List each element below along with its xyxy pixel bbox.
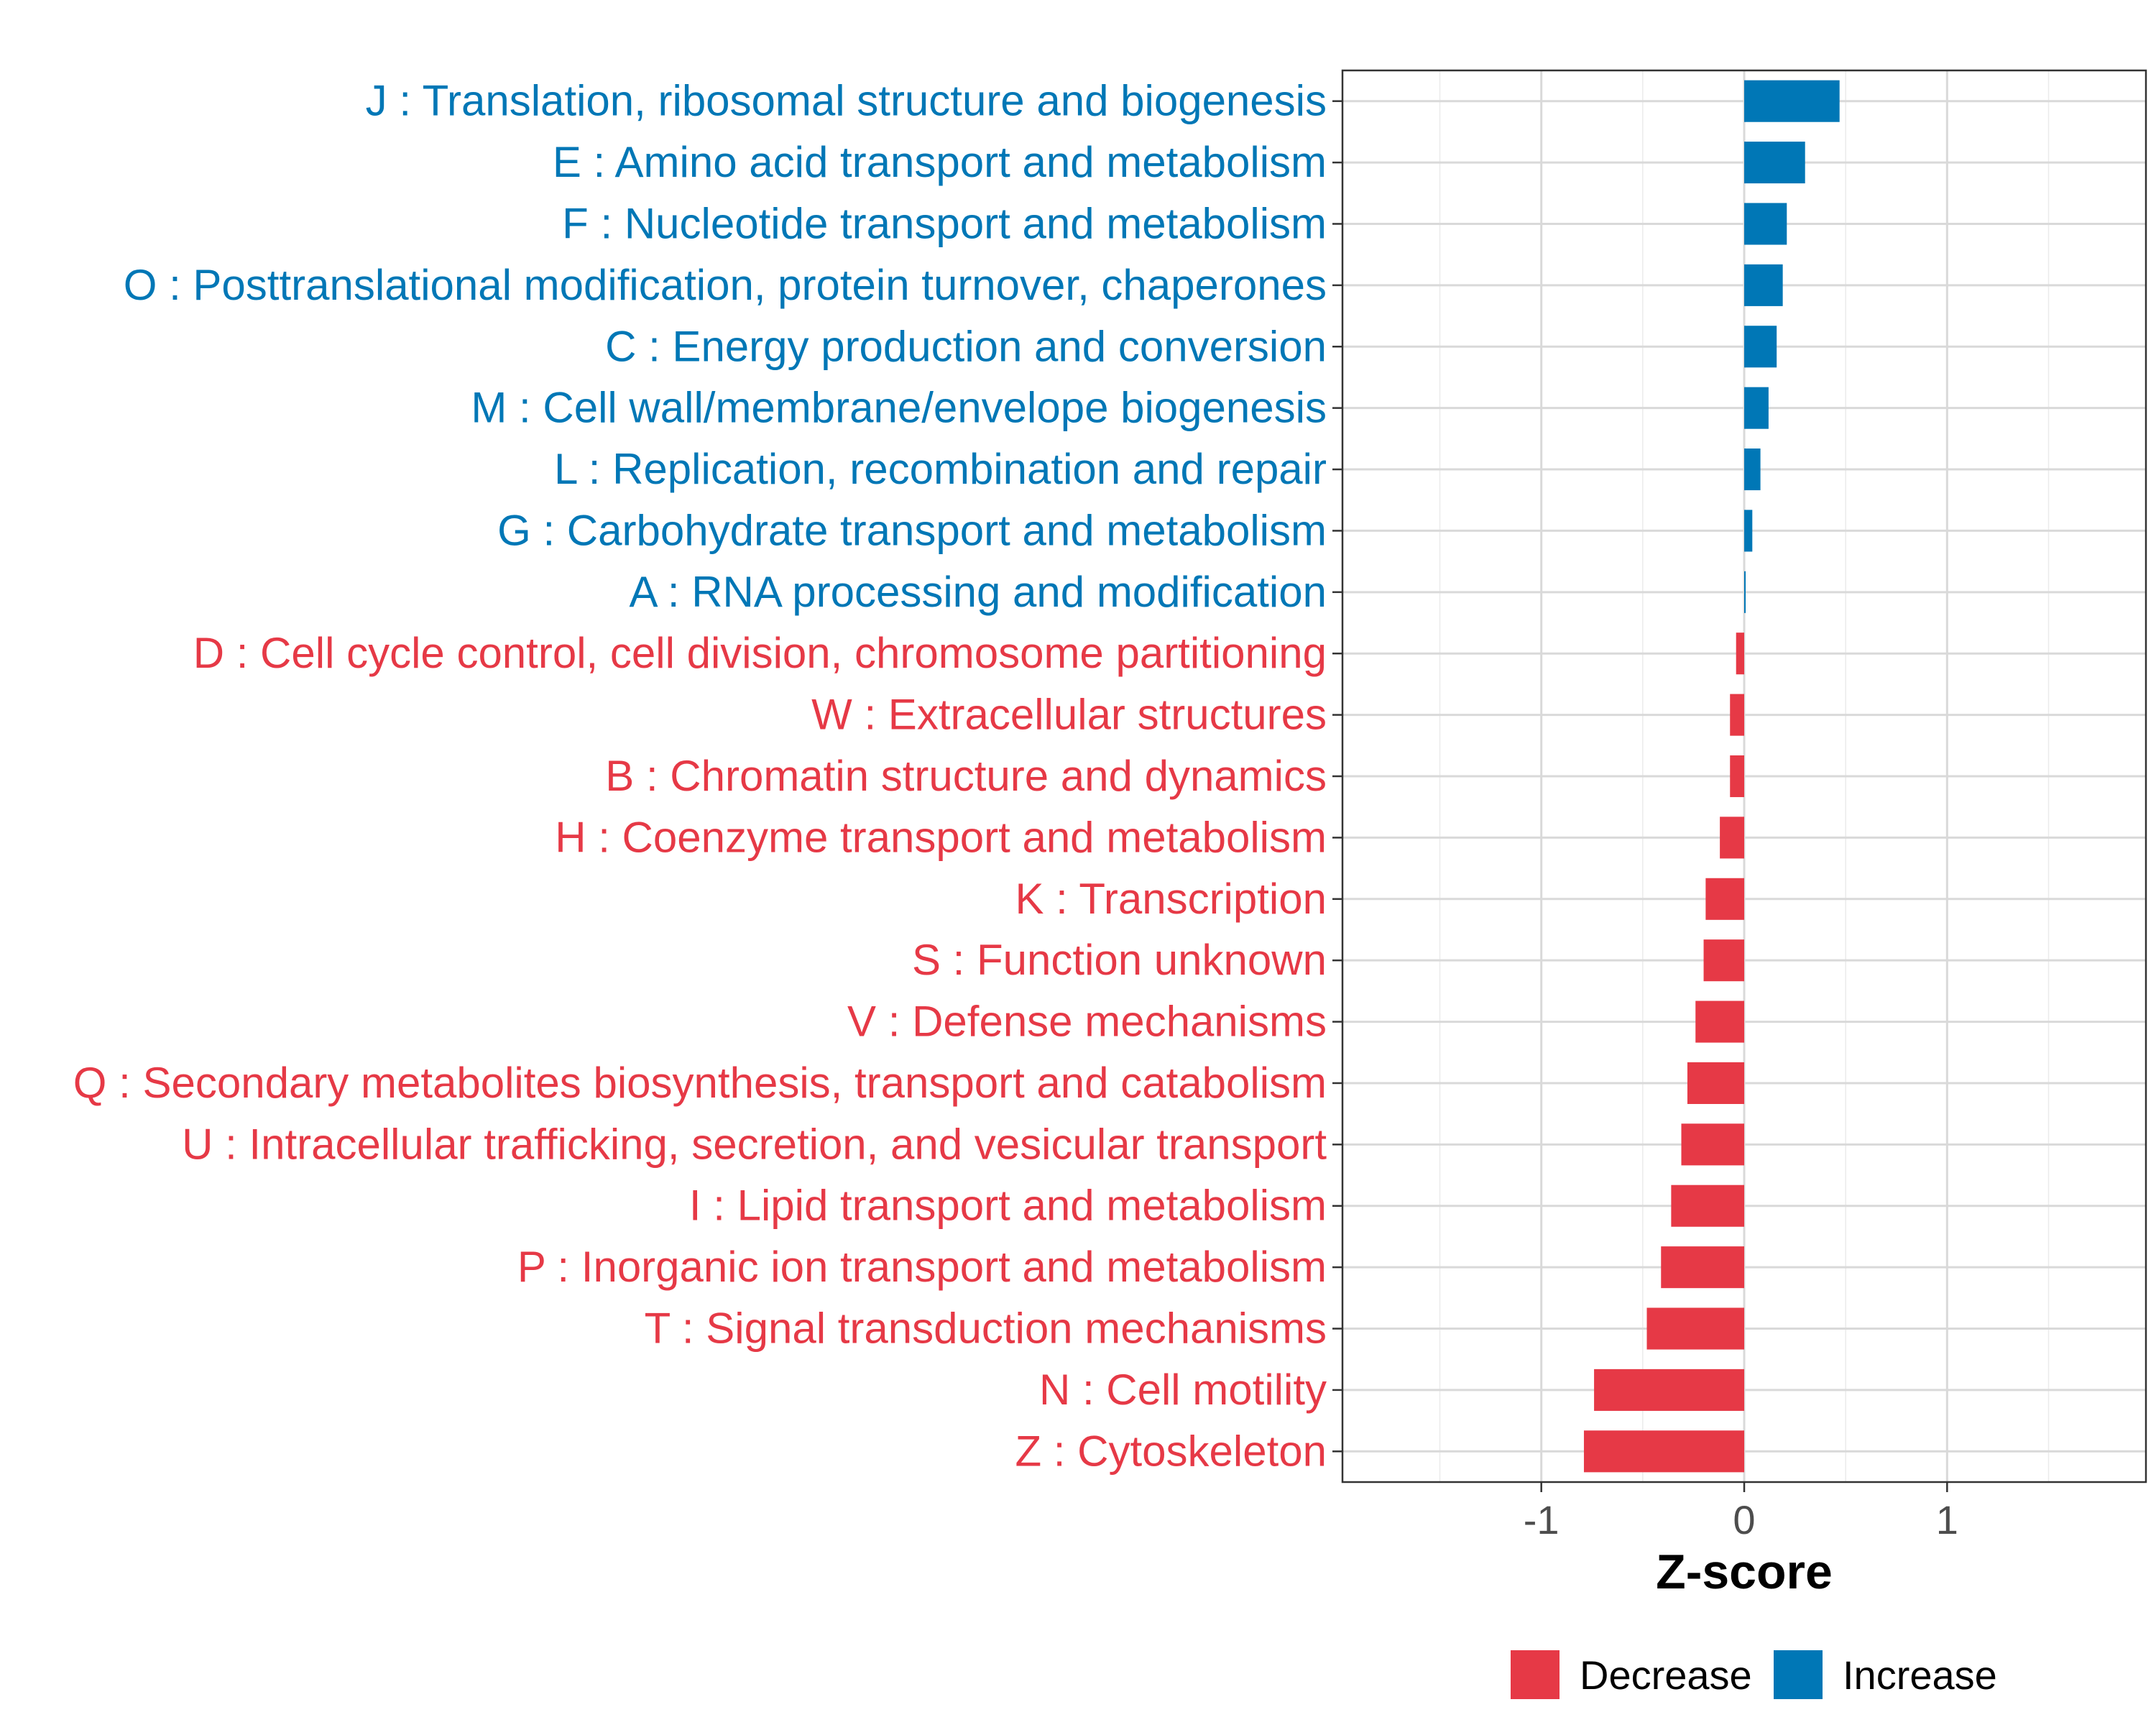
- category-label: I : Lipid transport and metabolism: [689, 1182, 1327, 1230]
- x-tick-label: 1: [1936, 1497, 1958, 1542]
- category-label: B : Chromatin structure and dynamics: [605, 752, 1327, 800]
- category-label: G : Carbohydrate transport and metabolis…: [497, 506, 1327, 554]
- category-label: K : Transcription: [1015, 875, 1327, 923]
- bar: [1681, 1123, 1744, 1166]
- bar: [1671, 1184, 1744, 1227]
- bar: [1744, 326, 1777, 368]
- category-label: O : Posttranslational modification, prot…: [124, 261, 1327, 309]
- bar: [1744, 80, 1840, 122]
- x-tick-label: 0: [1733, 1497, 1755, 1542]
- legend-key: [1774, 1650, 1823, 1699]
- category-label: C : Energy production and conversion: [605, 322, 1327, 370]
- bar: [1744, 387, 1769, 429]
- category-label: D : Cell cycle control, cell division, c…: [193, 629, 1327, 677]
- bar: [1744, 203, 1787, 245]
- x-axis-title: Z-score: [1656, 1545, 1833, 1599]
- bar: [1703, 939, 1744, 982]
- category-label: Q : Secondary metabolites biosynthesis, …: [73, 1059, 1327, 1107]
- x-axis: -1 0 1: [1524, 1482, 1958, 1542]
- y-axis: J : Translation, ribosomal structure and…: [73, 77, 1342, 1475]
- bar: [1720, 816, 1744, 859]
- category-label: H : Coenzyme transport and metabolism: [555, 813, 1327, 861]
- category-label: W : Extracellular structures: [811, 691, 1327, 739]
- category-label: J : Translation, ribosomal structure and…: [366, 77, 1327, 125]
- category-label: L : Replication, recombination and repai…: [554, 445, 1327, 493]
- bar: [1744, 264, 1783, 306]
- bar: [1744, 142, 1805, 184]
- legend-label: Decrease: [1580, 1652, 1752, 1698]
- bar: [1736, 632, 1744, 675]
- bar: [1705, 878, 1744, 920]
- category-label: T : Signal transduction mechanisms: [645, 1305, 1327, 1353]
- bar: [1744, 571, 1746, 613]
- bar: [1583, 1430, 1744, 1473]
- legend-key: [1511, 1650, 1560, 1699]
- bar: [1744, 448, 1761, 491]
- category-label: F : Nucleotide transport and metabolism: [562, 199, 1327, 247]
- bar: [1646, 1307, 1744, 1350]
- bar: [1695, 1000, 1744, 1043]
- category-label: E : Amino acid transport and metabolism: [553, 138, 1327, 186]
- bar: [1661, 1246, 1744, 1289]
- category-label: S : Function unknown: [912, 936, 1327, 984]
- category-label: Z : Cytoskeleton: [1015, 1427, 1327, 1475]
- bar: [1730, 694, 1744, 736]
- legend: Decrease Increase: [1511, 1650, 1997, 1699]
- bars: [1583, 80, 1840, 1473]
- x-tick-label: -1: [1524, 1497, 1560, 1542]
- category-label: U : Intracellular trafficking, secretion…: [182, 1120, 1327, 1168]
- bar: [1744, 510, 1753, 552]
- category-label: N : Cell motility: [1039, 1366, 1327, 1414]
- bar: [1594, 1368, 1744, 1411]
- category-label: V : Defense mechanisms: [847, 998, 1327, 1046]
- bar: [1687, 1062, 1744, 1104]
- legend-label: Increase: [1843, 1652, 1997, 1698]
- category-label: P : Inorganic ion transport and metaboli…: [517, 1243, 1327, 1291]
- bar: [1730, 755, 1744, 798]
- category-label: M : Cell wall/membrane/envelope biogenes…: [471, 384, 1327, 432]
- category-label: A : RNA processing and modification: [629, 568, 1327, 616]
